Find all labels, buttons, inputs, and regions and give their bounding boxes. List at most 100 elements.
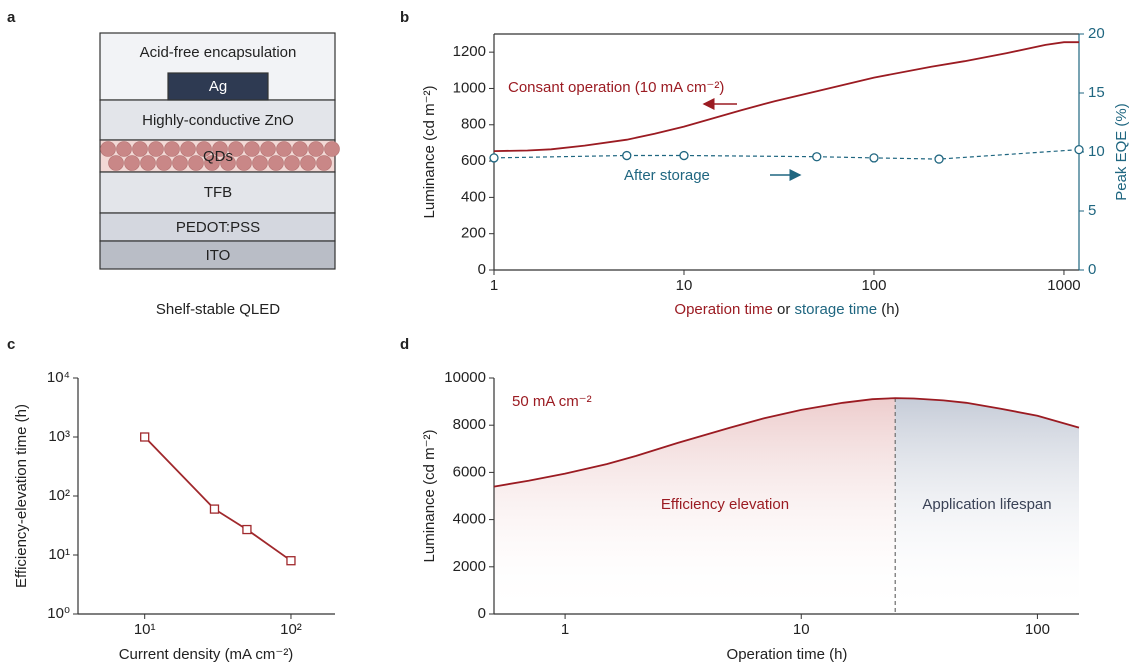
panel-label: a bbox=[7, 9, 16, 26]
qd-dots bbox=[100, 141, 340, 171]
x-label-part: Operation time bbox=[674, 301, 772, 318]
layer-text: Acid-free encapsulation bbox=[140, 44, 297, 61]
area-fill bbox=[895, 398, 1079, 614]
layer-text: PEDOT:PSS bbox=[176, 219, 260, 236]
y2-axis-label: Peak EQE (%) bbox=[1113, 103, 1130, 201]
qd-dot bbox=[140, 155, 156, 171]
panel-label: d bbox=[400, 336, 409, 353]
panel-label: c bbox=[7, 336, 15, 353]
qd-dot bbox=[212, 141, 228, 157]
annotation: Consant operation (10 mA cm⁻²) bbox=[508, 79, 724, 96]
marker bbox=[209, 504, 220, 514]
x-tick-label: 10 bbox=[676, 277, 693, 294]
x-label-part: or bbox=[777, 301, 790, 318]
y-axis-label: Luminance (cd m⁻²) bbox=[421, 430, 438, 563]
area-fills bbox=[494, 398, 1079, 614]
layer-text: Highly-conductive ZnO bbox=[142, 112, 294, 129]
x-tick-label: 1 bbox=[490, 277, 498, 294]
qd-dot bbox=[180, 141, 196, 157]
area-fill bbox=[494, 398, 896, 614]
marker bbox=[869, 153, 879, 163]
annotation: Efficiency elevation bbox=[661, 496, 789, 513]
qd-dot bbox=[292, 141, 308, 157]
x-tick-label: 100 bbox=[1025, 621, 1050, 638]
x-label-part: (h) bbox=[881, 301, 899, 318]
layer-text: Ag bbox=[209, 78, 227, 95]
qd-dot bbox=[132, 141, 148, 157]
y2-tick-label: 0 bbox=[1088, 261, 1096, 278]
y2-tick-label: 5 bbox=[1088, 202, 1096, 219]
y-tick-label: 8000 bbox=[453, 416, 486, 433]
y-tick-label: 600 bbox=[461, 152, 486, 169]
y-tick-label: 800 bbox=[461, 116, 486, 133]
y-tick-label: 200 bbox=[461, 225, 486, 242]
qd-dot bbox=[196, 141, 212, 157]
qd-dot bbox=[244, 141, 260, 157]
qd-dot bbox=[268, 155, 284, 171]
y-tick-label: 400 bbox=[461, 188, 486, 205]
y-tick-label: 10⁰ bbox=[47, 605, 70, 622]
qd-dot bbox=[252, 155, 268, 171]
x-tick-label: 100 bbox=[861, 277, 886, 294]
marker bbox=[679, 150, 689, 161]
layer-text: QDs bbox=[203, 148, 233, 165]
marker bbox=[286, 556, 296, 566]
x-tick-label: 1 bbox=[561, 621, 569, 638]
qd-dot bbox=[100, 141, 116, 157]
layer-ito bbox=[99, 240, 336, 270]
y-axis-label: Luminance (cd m⁻²) bbox=[421, 86, 438, 219]
annotation: Application lifespan bbox=[922, 496, 1051, 513]
annotation: 50 mA cm⁻² bbox=[512, 393, 592, 410]
qd-dot bbox=[188, 155, 204, 171]
qd-dot bbox=[116, 141, 132, 157]
y-tick-label: 0 bbox=[478, 261, 486, 278]
qd-dot bbox=[204, 155, 220, 171]
layer-zno bbox=[99, 99, 336, 141]
y-tick-label: 10000 bbox=[444, 369, 486, 386]
marker bbox=[622, 150, 632, 161]
marker bbox=[934, 154, 944, 164]
x-tick-label: 1000 bbox=[1047, 277, 1080, 294]
layer-tfb bbox=[99, 171, 336, 214]
layer-text: TFB bbox=[204, 184, 232, 201]
y-tick-label: 10³ bbox=[48, 428, 70, 445]
series-line bbox=[493, 149, 1080, 160]
y-tick-label: 1200 bbox=[453, 43, 486, 60]
x-label-part: storage time bbox=[795, 301, 878, 318]
qd-dot bbox=[156, 155, 172, 171]
qd-dot bbox=[276, 141, 292, 157]
x-tick-label: 10 bbox=[793, 621, 810, 638]
qd-dot bbox=[324, 141, 340, 157]
marker bbox=[489, 153, 499, 163]
diagram-caption: Shelf-stable QLED bbox=[156, 301, 280, 318]
qd-dot bbox=[300, 155, 316, 171]
y-axis-label: Efficiency-elevation time (h) bbox=[13, 404, 30, 588]
series-line bbox=[493, 41, 1079, 152]
qd-dot bbox=[260, 141, 276, 157]
marker bbox=[242, 524, 252, 535]
y2-tick-label: 20 bbox=[1088, 25, 1105, 42]
qd-dot bbox=[228, 141, 244, 157]
layer-ag bbox=[167, 72, 269, 101]
x-tick-label: 10¹ bbox=[134, 621, 156, 638]
qd-dot bbox=[220, 155, 236, 171]
y-tick-label: 2000 bbox=[453, 558, 486, 575]
y-tick-label: 6000 bbox=[453, 463, 486, 480]
qd-dot bbox=[148, 141, 164, 157]
qd-dot bbox=[308, 141, 324, 157]
qd-dot bbox=[172, 155, 188, 171]
y-tick-label: 4000 bbox=[453, 511, 486, 528]
layer-text: ITO bbox=[206, 247, 231, 264]
qd-dot bbox=[284, 155, 300, 171]
qd-dot bbox=[108, 155, 124, 171]
y-tick-label: 10¹ bbox=[48, 546, 70, 563]
annotation: After storage bbox=[624, 167, 710, 184]
y-tick-label: 10² bbox=[48, 487, 70, 504]
qd-dot bbox=[236, 155, 252, 171]
x-tick-label: 10² bbox=[280, 621, 302, 638]
y-tick-label: 0 bbox=[478, 605, 486, 622]
x-axis-label: Operation time (h) bbox=[727, 646, 848, 663]
qd-dot bbox=[124, 155, 140, 171]
marker bbox=[140, 432, 150, 442]
marker bbox=[1074, 144, 1084, 155]
